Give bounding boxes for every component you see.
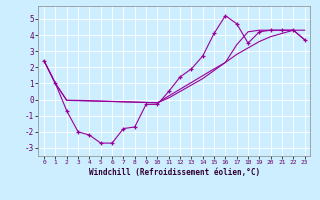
X-axis label: Windchill (Refroidissement éolien,°C): Windchill (Refroidissement éolien,°C): [89, 168, 260, 177]
